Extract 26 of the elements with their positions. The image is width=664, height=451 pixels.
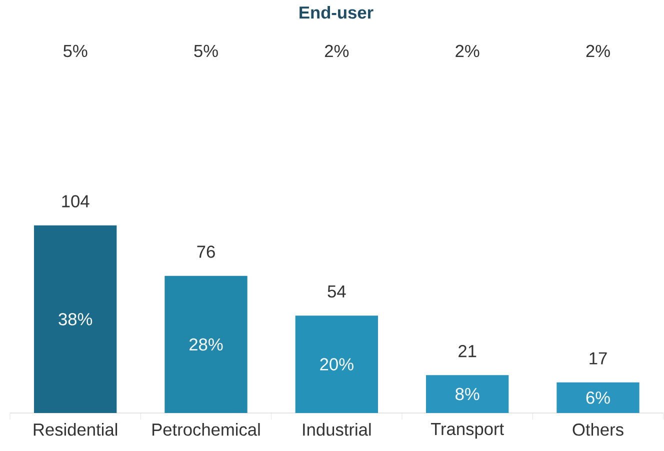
text: 2%	[456, 44, 480, 58]
bar	[164, 276, 248, 413]
bar	[426, 375, 509, 413]
bar	[556, 382, 640, 413]
x-tick-label: Industrial	[303, 423, 371, 436]
x-tick-label: Petrochemical	[152, 423, 260, 436]
text: 5%	[64, 44, 88, 58]
x-tick-label: Others	[572, 423, 624, 436]
text: 5%	[194, 44, 218, 58]
data-label: 76	[197, 246, 215, 258]
data-label: 104	[62, 195, 90, 208]
text: 2%	[586, 44, 610, 58]
x-tick-label: Transport	[430, 423, 504, 439]
annotation: 8%	[456, 388, 480, 400]
text: 2%	[325, 44, 349, 58]
annotation: 6%	[586, 392, 610, 404]
data-label: 17	[590, 352, 607, 364]
data-label: 21	[458, 344, 476, 358]
chart-title: End-user	[300, 6, 374, 19]
x-tick-label: Residential	[34, 423, 118, 436]
annotation: 20%	[320, 358, 354, 370]
annotation: 38%	[58, 313, 92, 326]
bar	[34, 225, 117, 413]
bar	[295, 316, 378, 413]
annotation: 28%	[190, 338, 223, 351]
data-label: 54	[328, 285, 346, 298]
